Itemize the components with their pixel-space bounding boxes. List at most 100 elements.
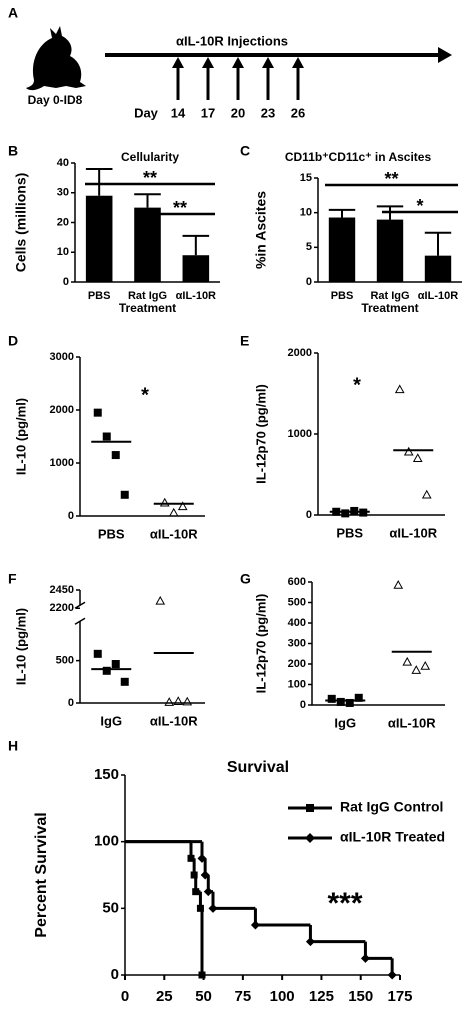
marker bbox=[393, 580, 404, 589]
y-tick-label: 0 bbox=[306, 509, 312, 521]
x-tick-label: 175 bbox=[387, 988, 412, 1005]
axis-break bbox=[74, 601, 86, 609]
marker bbox=[177, 501, 188, 511]
injection-arrowhead bbox=[202, 57, 214, 68]
marker bbox=[387, 970, 397, 980]
y-axis-label: %in Ascites bbox=[253, 191, 269, 269]
y-axis-label: IL-12p70 (pg/ml) bbox=[253, 594, 268, 694]
y-tick-label: 1000 bbox=[288, 428, 312, 440]
y-tick-label: 0 bbox=[306, 276, 312, 288]
y-tick-label: 600 bbox=[288, 576, 306, 588]
y-tick-label: 2200 bbox=[50, 602, 74, 614]
significance-label: ** bbox=[143, 168, 157, 188]
y-tick-label: 500 bbox=[288, 596, 306, 608]
marker bbox=[327, 694, 336, 703]
marker bbox=[197, 853, 207, 863]
legend-label: Rat IgG Control bbox=[340, 799, 443, 815]
bar bbox=[134, 207, 161, 282]
marker bbox=[164, 697, 175, 706]
x-axis-label: Treatment bbox=[361, 301, 418, 315]
panel-letter: A bbox=[8, 5, 18, 21]
y-tick-label: 5 bbox=[306, 241, 312, 253]
y-tick-label: 30 bbox=[57, 187, 69, 199]
panel-letter: G bbox=[240, 571, 251, 587]
bar bbox=[376, 219, 404, 282]
x-tick-label: αIL-10R bbox=[388, 715, 436, 730]
legend-marker bbox=[305, 833, 315, 843]
y-tick-label: 0 bbox=[68, 510, 74, 522]
marker bbox=[182, 696, 193, 706]
chart-title: Cellularity bbox=[121, 150, 179, 164]
marker bbox=[168, 507, 179, 517]
marker bbox=[102, 666, 111, 675]
marker bbox=[120, 490, 129, 499]
injection-arrowhead bbox=[232, 57, 244, 68]
injection-arrowhead bbox=[262, 57, 274, 68]
chart-title: CD11b⁺CD11c⁺ in Ascites bbox=[285, 150, 432, 164]
marker bbox=[192, 888, 200, 896]
x-tick-label: Rat IgG bbox=[128, 290, 167, 302]
x-tick-label: PBS bbox=[98, 526, 125, 541]
y-tick-label: 0 bbox=[63, 276, 69, 288]
significance-label: * bbox=[353, 374, 361, 396]
panel-letter: C bbox=[240, 143, 250, 159]
axis-break bbox=[74, 617, 86, 625]
x-tick-label: αIL-10R bbox=[418, 290, 458, 302]
y-axis-label: IL-10 (pg/ml) bbox=[13, 398, 28, 475]
marker bbox=[196, 904, 204, 912]
injection-arrowhead bbox=[292, 57, 304, 68]
x-tick-label: 75 bbox=[235, 988, 252, 1005]
marker bbox=[345, 698, 354, 707]
y-tick-label: 100 bbox=[94, 833, 119, 850]
marker bbox=[93, 408, 102, 417]
y-tick-label: 10 bbox=[57, 246, 69, 258]
y-tick-label: 50 bbox=[102, 899, 119, 916]
y-tick-label: 200 bbox=[288, 658, 306, 670]
mouse-icon bbox=[26, 26, 86, 91]
y-axis-label: Percent Survival bbox=[33, 812, 50, 937]
marker bbox=[360, 953, 370, 963]
marker bbox=[305, 937, 315, 947]
marker bbox=[203, 887, 213, 897]
x-tick-label: IgG bbox=[334, 715, 356, 730]
marker bbox=[200, 870, 210, 880]
marker bbox=[159, 497, 170, 507]
y-tick-label: 500 bbox=[56, 655, 74, 667]
significance-label: ** bbox=[173, 198, 187, 218]
y-tick-label: 3000 bbox=[50, 351, 74, 363]
y-tick-label: 40 bbox=[57, 157, 69, 169]
timeline-start: Day 0-ID8 bbox=[28, 93, 83, 107]
panel-letter: E bbox=[240, 333, 249, 349]
legend-label: αIL-10R Treated bbox=[340, 829, 445, 845]
chart-title: Survival bbox=[227, 759, 289, 776]
marker bbox=[120, 677, 129, 686]
y-tick-label: 2000 bbox=[288, 347, 312, 359]
marker bbox=[421, 489, 432, 499]
y-tick-label: 400 bbox=[288, 617, 306, 629]
marker bbox=[411, 665, 422, 674]
injection-day: 14 bbox=[171, 105, 186, 120]
x-tick-label: PBS bbox=[88, 290, 111, 302]
marker bbox=[354, 693, 363, 702]
significance-label: * bbox=[416, 196, 423, 216]
marker bbox=[403, 446, 414, 456]
marker bbox=[420, 661, 431, 670]
marker bbox=[198, 971, 206, 979]
x-tick-label: αIL-10R bbox=[150, 526, 198, 541]
y-axis-label: Cells (millions) bbox=[13, 173, 29, 273]
y-tick-label: 15 bbox=[300, 172, 312, 184]
marker bbox=[111, 660, 120, 669]
y-tick-label: 1000 bbox=[50, 457, 74, 469]
y-tick-label: 100 bbox=[288, 678, 306, 690]
y-tick-label: 10 bbox=[300, 207, 312, 219]
y-tick-label: 2000 bbox=[50, 404, 74, 416]
marker bbox=[402, 656, 413, 666]
y-axis-label: IL-12p70 (pg/ml) bbox=[253, 384, 268, 484]
marker bbox=[412, 453, 423, 462]
injection-day: 17 bbox=[201, 105, 215, 120]
y-tick-label: 2450 bbox=[50, 584, 74, 596]
bar bbox=[182, 255, 210, 282]
significance-label: *** bbox=[327, 887, 362, 920]
panel-letter: B bbox=[8, 143, 18, 159]
